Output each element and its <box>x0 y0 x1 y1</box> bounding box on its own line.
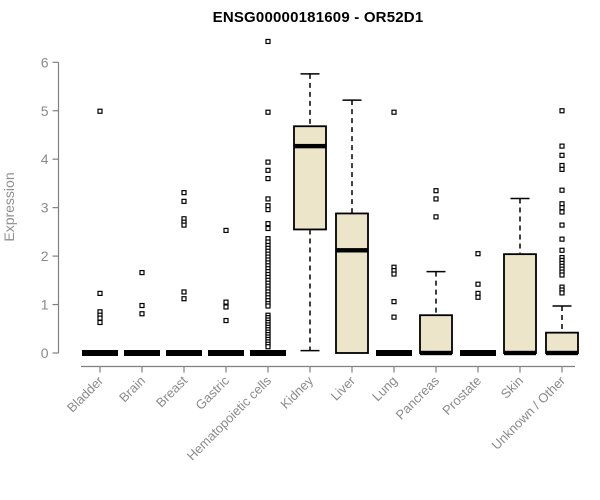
flat-box <box>460 350 496 356</box>
flat-box <box>82 350 118 356</box>
x-tick-label: Pancreas <box>393 373 443 423</box>
outlier-point <box>181 289 187 295</box>
flat-box <box>208 350 244 356</box>
y-tick-label: 0 <box>41 345 49 361</box>
outlier-point <box>265 303 271 309</box>
outlier-point <box>139 302 145 309</box>
outlier-point <box>475 281 481 287</box>
outlier-point <box>559 166 565 172</box>
outlier-point <box>265 344 271 350</box>
outlier-point <box>559 222 565 228</box>
median-line <box>420 350 452 356</box>
flat-box <box>166 350 202 356</box>
box <box>545 331 579 354</box>
outlier-point <box>97 108 103 114</box>
outlier-point <box>139 269 145 276</box>
outlier-point <box>559 247 565 253</box>
outlier-point <box>223 304 229 310</box>
x-tick-label: Lung <box>369 373 400 404</box>
y-tick-label: 4 <box>41 151 49 167</box>
outlier-point <box>223 227 229 234</box>
x-tick-label: Breast <box>153 373 190 410</box>
box <box>419 314 453 354</box>
outlier-point <box>97 315 103 321</box>
outlier-point <box>265 221 271 227</box>
chart-title: ENSG00000181609 - OR52D1 <box>212 9 424 26</box>
outlier-point <box>181 198 187 204</box>
outlier-point <box>139 311 145 317</box>
outlier-point <box>559 236 565 242</box>
box <box>503 253 537 354</box>
median-line <box>546 350 578 356</box>
outlier-point <box>559 152 565 158</box>
outlier-point <box>265 225 271 232</box>
outlier-point <box>97 319 103 326</box>
outlier-point <box>391 299 397 305</box>
outlier-point <box>559 108 565 114</box>
box <box>293 125 327 231</box>
outlier-point <box>475 294 481 300</box>
outlier-point <box>265 175 271 182</box>
outlier-point <box>391 314 397 320</box>
x-tick-label: Gastric <box>192 373 232 413</box>
outlier-point <box>181 222 187 228</box>
outlier-point <box>265 109 271 115</box>
y-tick-label: 2 <box>41 248 49 264</box>
outlier-point <box>265 38 271 45</box>
x-tick-label: Skin <box>498 373 526 401</box>
outlier-point <box>433 196 439 202</box>
outlier-point <box>475 251 481 257</box>
outlier-point <box>181 296 187 302</box>
median-line <box>504 350 536 356</box>
x-tick-label: Kidney <box>277 373 316 412</box>
outlier-point <box>559 187 565 193</box>
y-tick-label: 1 <box>41 297 49 313</box>
box <box>335 212 369 354</box>
outlier-point <box>265 159 271 165</box>
y-tick-label: 6 <box>41 54 49 70</box>
outlier-point <box>433 214 439 220</box>
flat-box <box>250 350 286 356</box>
outlier-point <box>391 109 397 115</box>
x-tick-label: Prostate <box>439 373 484 418</box>
x-tick-label: Unknown / Other <box>489 373 569 453</box>
outlier-point <box>391 271 397 277</box>
outlier-point <box>433 188 439 194</box>
outlier-point <box>265 206 271 213</box>
outlier-point <box>559 143 565 149</box>
y-tick-label: 3 <box>41 200 49 216</box>
outlier-point <box>181 190 187 196</box>
x-tick-label: Liver <box>328 373 359 404</box>
flat-box <box>376 350 412 356</box>
y-tick-label: 5 <box>41 103 49 119</box>
outlier-point <box>97 290 103 297</box>
outlier-point <box>223 299 229 305</box>
outlier-point <box>265 167 271 173</box>
outlier-point <box>559 290 565 296</box>
outlier-point <box>559 205 565 211</box>
median-line <box>294 143 326 149</box>
outlier-point <box>265 196 271 202</box>
median-line <box>336 248 368 253</box>
outlier-point <box>559 272 565 278</box>
outlier-point <box>223 317 229 324</box>
flat-box <box>124 350 160 356</box>
x-tick-label: Brain <box>116 373 148 405</box>
outlier-point <box>559 209 565 215</box>
x-tick-label: Bladder <box>64 373 107 416</box>
